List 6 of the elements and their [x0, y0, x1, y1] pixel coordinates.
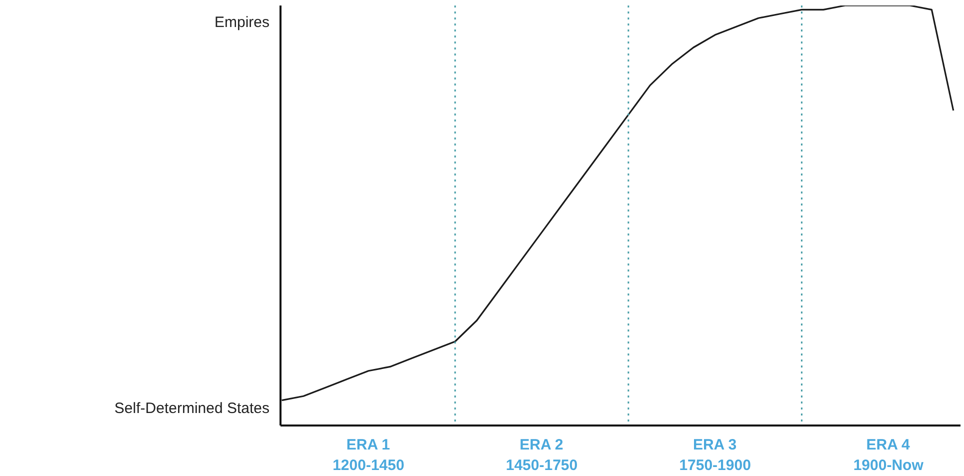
text: Self-Determined States: [114, 400, 270, 418]
text: Empires: [214, 14, 270, 31]
x-tick-label: ERA 4 1900-Now: [853, 436, 924, 474]
x-tick-label: ERA 1 1200-1450: [332, 436, 404, 474]
x-tick-label: ERA 2 1450-1750: [506, 436, 578, 474]
x-tick-label: ERA 3 1750-1900: [679, 436, 751, 474]
